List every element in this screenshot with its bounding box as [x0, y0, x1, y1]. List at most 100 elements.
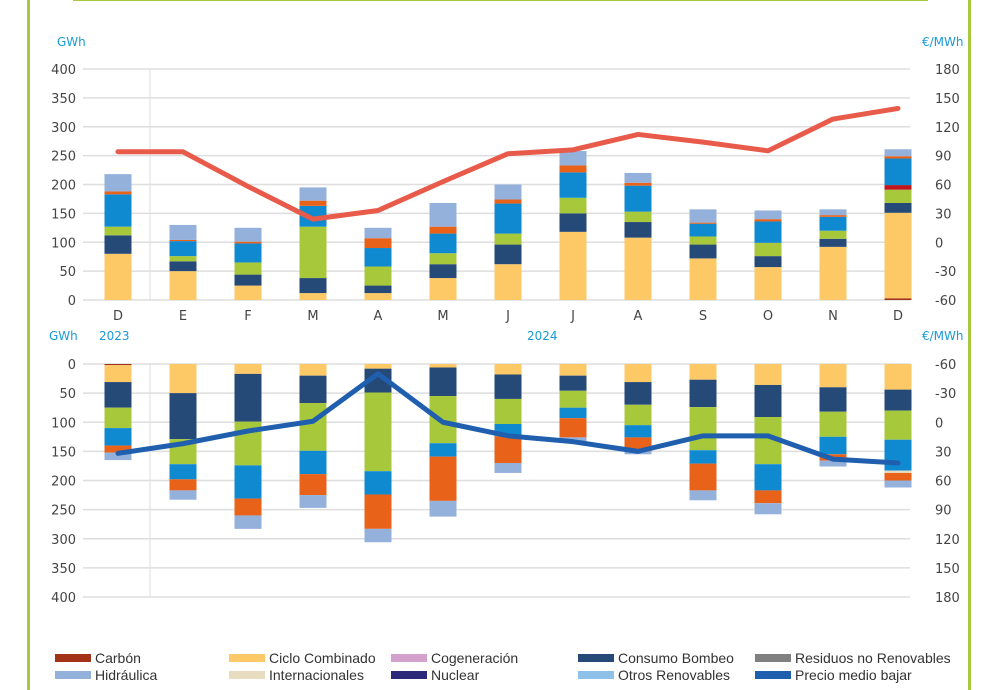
bar-segment — [235, 243, 262, 262]
legend-label: Residuos no Renovables — [795, 650, 951, 666]
bar-segment — [495, 374, 522, 398]
y2-tick-label: 0 — [935, 236, 943, 251]
y-tick-label: 400 — [51, 591, 76, 606]
bar-segment — [885, 203, 912, 213]
bar-segment — [430, 367, 457, 396]
year-label-2023: 2023 — [99, 329, 130, 343]
bar-segment — [755, 221, 782, 242]
legend-swatch — [391, 671, 427, 679]
bar-segment — [560, 213, 587, 231]
y2-tick-label: 120 — [935, 533, 960, 548]
bar-segment — [430, 457, 457, 501]
bar-segment — [300, 364, 327, 376]
bar-segment — [625, 425, 652, 437]
bar-segment — [300, 201, 327, 206]
bar-segment — [365, 529, 392, 542]
bar-segment — [495, 234, 522, 245]
bar-segment — [885, 190, 912, 203]
bar-segment — [690, 224, 717, 237]
bar-segment — [690, 209, 717, 222]
bar-segment — [430, 364, 457, 367]
bar-segment — [170, 261, 197, 271]
bar-segment — [170, 364, 197, 393]
legend-swatch — [55, 654, 91, 662]
bar-segment — [170, 271, 197, 300]
bar-segment — [690, 380, 717, 407]
bar-segment — [560, 408, 587, 418]
bar-segment — [430, 501, 457, 517]
legend-item: Otros Renovables — [578, 667, 730, 683]
bar-segment — [690, 490, 717, 500]
bar-segment — [560, 172, 587, 197]
bar-segment — [495, 463, 522, 473]
y-tick-label: 250 — [51, 150, 76, 165]
bar-segment — [560, 232, 587, 300]
bar-segment — [235, 465, 262, 498]
bar-segment — [365, 494, 392, 528]
bar-segment — [885, 298, 912, 300]
y-tick-label: 50 — [59, 387, 76, 402]
bar-segment — [885, 213, 912, 298]
bar-segment — [430, 227, 457, 234]
x-tick-label: S — [699, 309, 707, 324]
bar-segment — [755, 364, 782, 385]
bar-segment — [625, 405, 652, 425]
legend-item: Consumo Bombeo — [578, 650, 734, 666]
x-tick-label: M — [307, 309, 318, 324]
bar-segment — [300, 227, 327, 278]
x-tick-label: O — [763, 309, 773, 324]
legend-item: Hidráulica — [55, 667, 157, 683]
bar-segment — [430, 278, 457, 300]
bar-segment — [495, 364, 522, 374]
y2-tick-label: 30 — [935, 207, 952, 222]
bar-segment — [170, 393, 197, 439]
bar-segment — [820, 247, 847, 300]
bar-segment — [170, 225, 197, 240]
bar-segment — [755, 210, 782, 219]
bar-segment — [885, 481, 912, 488]
bar-segment — [820, 412, 847, 437]
bar-segment — [690, 450, 717, 463]
y2-tick-label: -30 — [935, 265, 956, 280]
bar-segment — [300, 403, 327, 451]
bar-segment — [885, 149, 912, 156]
legend-item: Residuos no Renovables — [755, 650, 951, 666]
legend-item: Nuclear — [391, 667, 479, 683]
bar-segment — [430, 253, 457, 264]
y-tick-label: 0 — [68, 294, 76, 309]
legend-swatch — [229, 654, 265, 662]
legend-item: Cogeneración — [391, 650, 518, 666]
y-tick-label: 400 — [51, 63, 76, 78]
bar-segment — [105, 254, 132, 300]
bar-segment — [105, 428, 132, 445]
bar-segment — [430, 234, 457, 254]
bar-segment — [365, 471, 392, 494]
bar-segment — [495, 185, 522, 200]
legend-label: Nuclear — [431, 667, 479, 683]
legend-label: Cogeneración — [431, 650, 518, 666]
legend-item: Carbón — [55, 650, 141, 666]
bar-segment — [755, 490, 782, 503]
y-tick-label: 300 — [51, 121, 76, 136]
bar-segment — [235, 499, 262, 516]
y2-tick-label: 180 — [935, 63, 960, 78]
bar-segment — [820, 364, 847, 387]
bar-segment — [235, 374, 262, 422]
x-tick-label: A — [634, 309, 643, 324]
bar-segment — [105, 408, 132, 428]
bar-segment — [300, 278, 327, 293]
y-axis-unit: GWh — [49, 329, 78, 343]
y2-tick-label: 90 — [935, 504, 952, 519]
bar-segment — [625, 173, 652, 183]
y2-tick-label: 150 — [935, 92, 960, 107]
bar-segment — [235, 275, 262, 286]
bar-segment — [820, 239, 847, 247]
bar-segment — [170, 479, 197, 490]
x-tick-label: D — [113, 309, 123, 324]
bar-segment — [495, 399, 522, 424]
y-tick-label: 200 — [51, 179, 76, 194]
legend-item: Internacionales — [229, 667, 364, 683]
bar-segment — [820, 231, 847, 239]
y2-tick-label: 30 — [935, 445, 952, 460]
